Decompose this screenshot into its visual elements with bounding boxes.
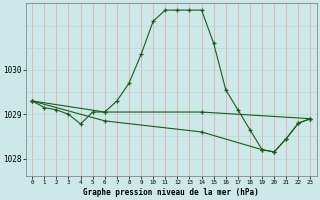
X-axis label: Graphe pression niveau de la mer (hPa): Graphe pression niveau de la mer (hPa) xyxy=(84,188,259,197)
